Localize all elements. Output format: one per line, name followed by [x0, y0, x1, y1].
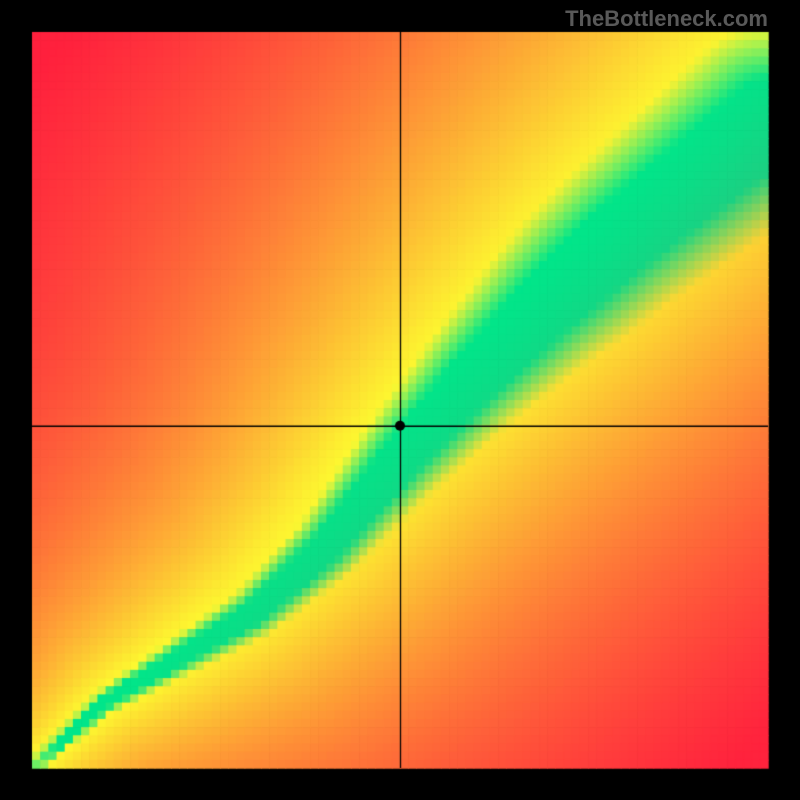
chart-container: TheBottleneck.com [0, 0, 800, 800]
watermark-text: TheBottleneck.com [565, 6, 768, 32]
bottleneck-heatmap [0, 0, 800, 800]
